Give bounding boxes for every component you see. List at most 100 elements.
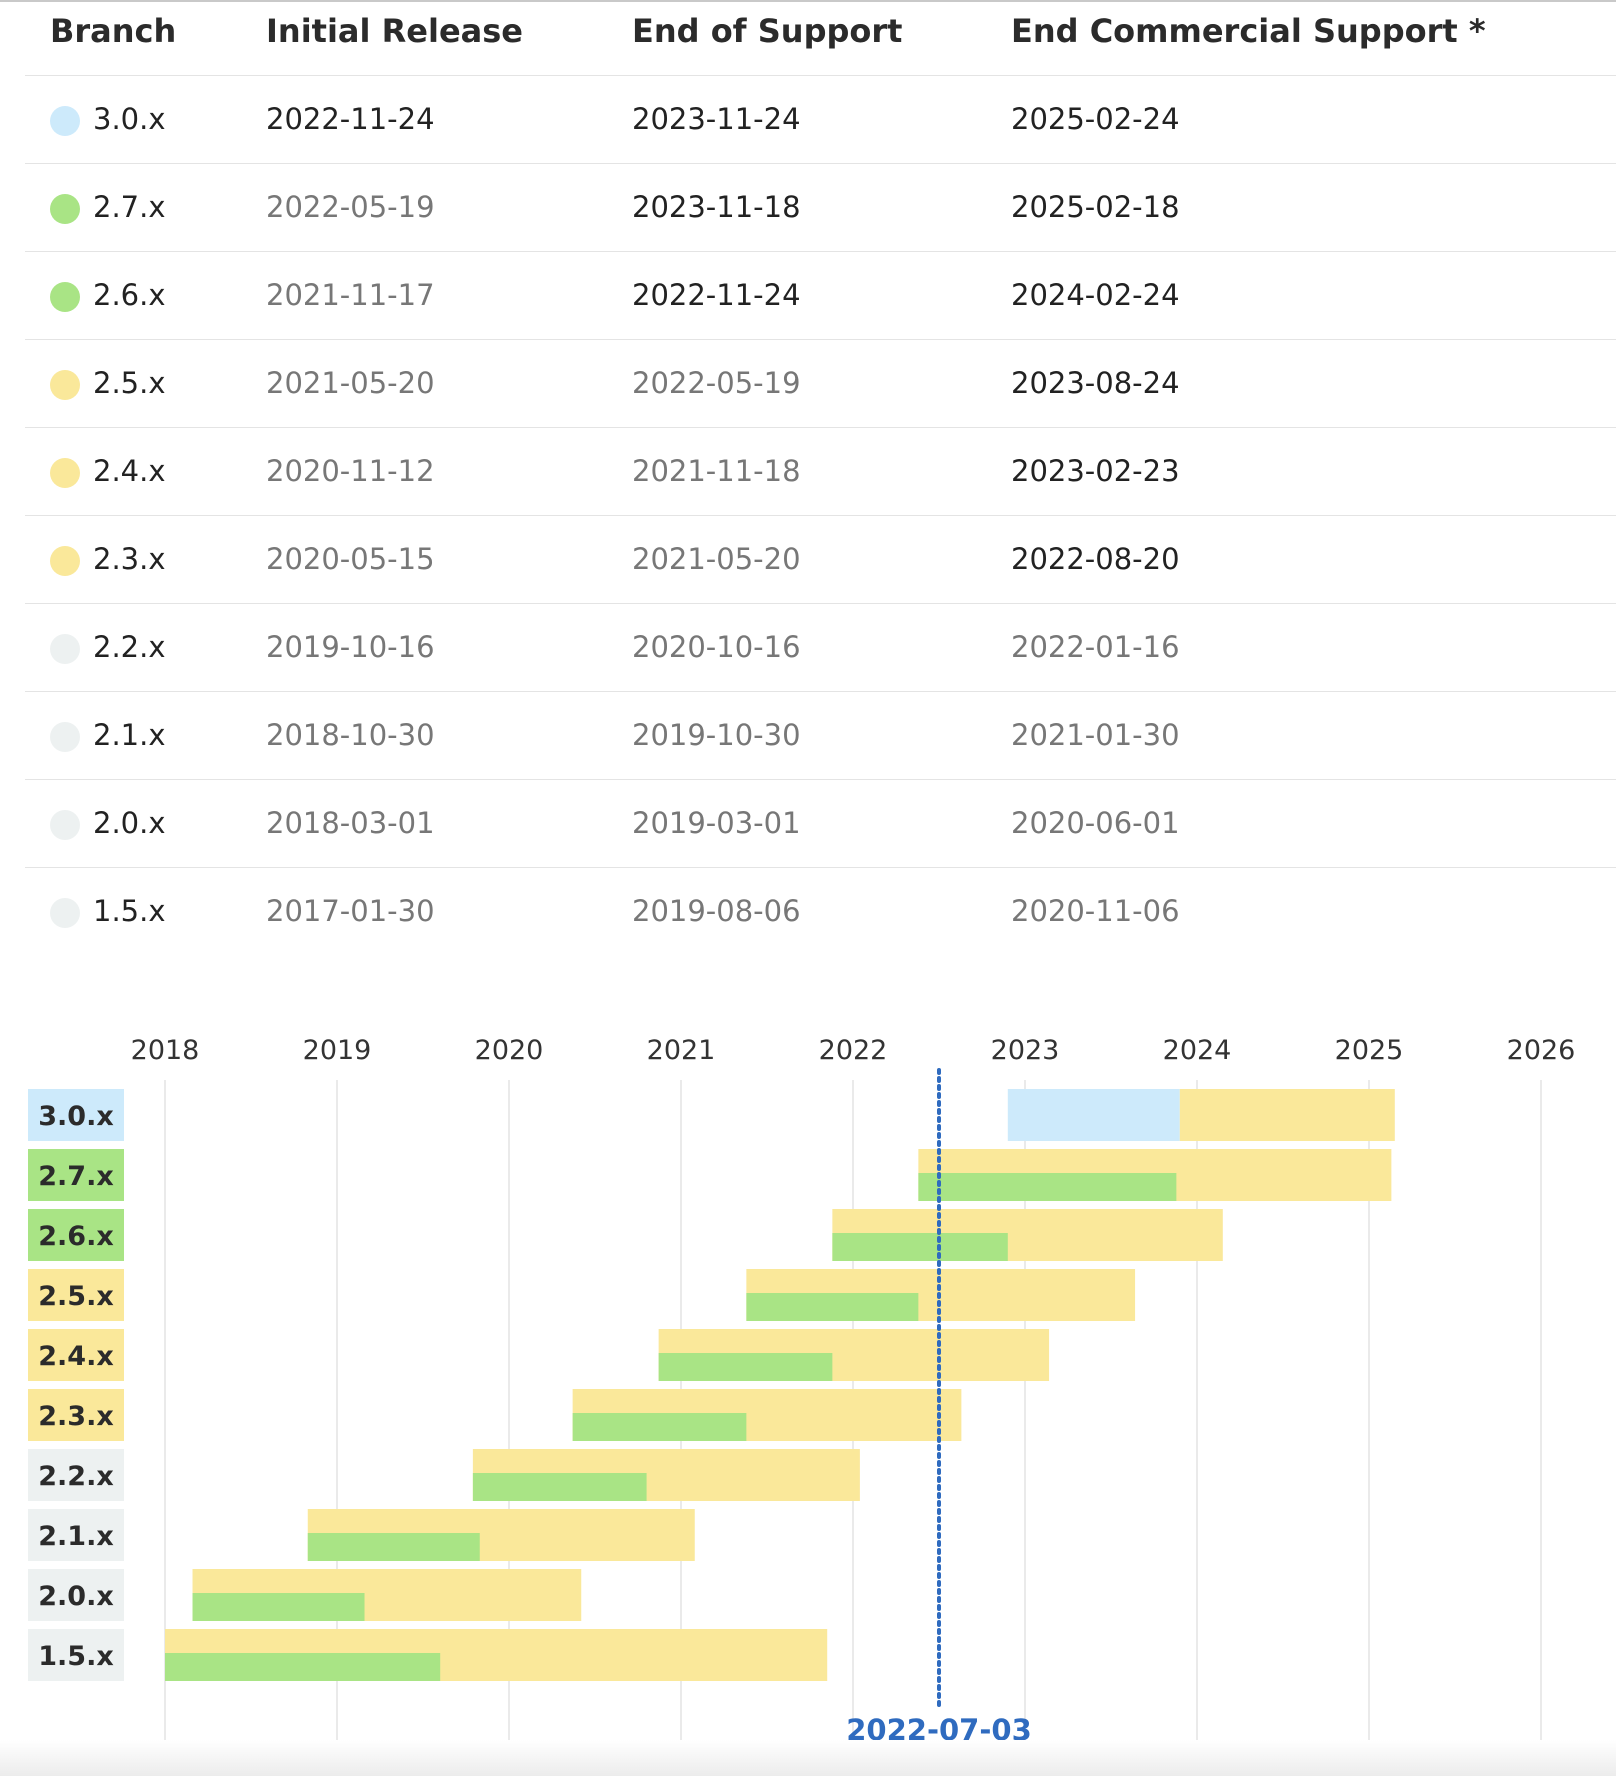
status-dot <box>50 194 80 224</box>
header-initial-release: Initial Release <box>266 12 523 50</box>
end-commercial-support-cell: 2020-11-06 <box>1011 894 1180 928</box>
row-label: 2.6.x <box>38 1221 114 1252</box>
table-row: 1.5.x 2017-01-30 2019-08-06 2020-11-06 <box>25 867 1616 956</box>
axis-tick-label: 2023 <box>991 1035 1060 1066</box>
end-of-support-cell: 2019-10-30 <box>632 718 801 752</box>
end-commercial-support-cell: 2023-08-24 <box>1011 366 1180 400</box>
header-end-commercial-support: End Commercial Support * <box>1011 12 1486 50</box>
axis-tick-label: 2025 <box>1335 1035 1404 1066</box>
end-of-support-cell: 2022-05-19 <box>632 366 801 400</box>
row-label-badge <box>28 1209 124 1261</box>
bar-active-support <box>192 1593 365 1621</box>
end-of-support-cell: 2019-08-06 <box>632 894 801 928</box>
branch-cell: 3.0.x <box>93 102 166 136</box>
row-label: 2.0.x <box>38 1581 114 1612</box>
branch-cell: 1.5.x <box>93 894 166 928</box>
branch-cell: 2.5.x <box>93 366 166 400</box>
row-label-badge <box>28 1449 124 1501</box>
row-label: 2.2.x <box>38 1461 114 1492</box>
status-dot <box>50 458 80 488</box>
branch-cell: 2.2.x <box>93 630 166 664</box>
table-row: 2.4.x 2020-11-12 2021-11-18 2023-02-23 <box>25 427 1616 516</box>
end-commercial-support-cell: 2025-02-24 <box>1011 102 1180 136</box>
initial-release-cell: 2018-03-01 <box>266 806 435 840</box>
branch-cell: 2.7.x <box>93 190 166 224</box>
row-label-badge <box>28 1149 124 1201</box>
top-divider <box>0 0 1616 2</box>
header-branch: Branch <box>50 12 177 50</box>
end-commercial-support-cell: 2020-06-01 <box>1011 806 1180 840</box>
bar-active-support <box>832 1233 1008 1261</box>
bar-active-support <box>472 1473 647 1501</box>
initial-release-cell: 2020-11-12 <box>266 454 435 488</box>
branch-cell: 2.1.x <box>93 718 166 752</box>
bar-active-support <box>746 1293 919 1321</box>
row-label-badge <box>28 1389 124 1441</box>
initial-release-cell: 2018-10-30 <box>266 718 435 752</box>
end-of-support-cell: 2021-11-18 <box>632 454 801 488</box>
initial-release-cell: 2021-05-20 <box>266 366 435 400</box>
initial-release-cell: 2022-11-24 <box>266 102 435 136</box>
row-label: 2.1.x <box>38 1521 114 1552</box>
status-dot <box>50 898 80 928</box>
initial-release-cell: 2017-01-30 <box>266 894 435 928</box>
row-label-badge <box>28 1269 124 1321</box>
bar-active-support <box>165 1653 441 1681</box>
end-commercial-support-cell: 2021-01-30 <box>1011 718 1180 752</box>
table-header: Branch Initial Release End of Support En… <box>0 0 1616 76</box>
status-dot <box>50 634 80 664</box>
row-label: 2.7.x <box>38 1161 114 1192</box>
row-label: 2.4.x <box>38 1341 114 1372</box>
axis-tick-label: 2019 <box>303 1035 372 1066</box>
bar-active-support <box>1007 1089 1180 1141</box>
end-of-support-cell: 2022-11-24 <box>632 278 801 312</box>
row-label-badge <box>28 1509 124 1561</box>
table-row: 2.7.x 2022-05-19 2023-11-18 2025-02-18 <box>25 163 1616 252</box>
initial-release-cell: 2019-10-16 <box>266 630 435 664</box>
bar-commercial-support <box>1179 1089 1395 1141</box>
row-label: 1.5.x <box>38 1641 114 1672</box>
end-of-support-cell: 2023-11-18 <box>632 190 801 224</box>
initial-release-cell: 2021-11-17 <box>266 278 435 312</box>
bottom-fade <box>0 1740 1616 1776</box>
end-of-support-cell: 2019-03-01 <box>632 806 801 840</box>
header-end-of-support: End of Support <box>632 12 903 50</box>
end-commercial-support-cell: 2024-02-24 <box>1011 278 1180 312</box>
release-timeline-chart: 2018 2019 2020 2021 2022 2023 2024 2025 2026 3.0.… <box>28 1035 1576 1760</box>
branch-cell: 2.6.x <box>93 278 166 312</box>
axis-tick-label: 2021 <box>647 1035 716 1066</box>
end-commercial-support-cell: 2022-01-16 <box>1011 630 1180 664</box>
status-dot <box>50 370 80 400</box>
axis-tick-label: 2020 <box>475 1035 544 1066</box>
initial-release-cell: 2020-05-15 <box>266 542 435 576</box>
table-row: 2.0.x 2018-03-01 2019-03-01 2020-06-01 <box>25 779 1616 868</box>
end-of-support-cell: 2021-05-20 <box>632 542 801 576</box>
row-label-badge <box>28 1329 124 1381</box>
table-row: 2.2.x 2019-10-16 2020-10-16 2022-01-16 <box>25 603 1616 692</box>
status-dot <box>50 546 80 576</box>
initial-release-cell: 2022-05-19 <box>266 190 435 224</box>
end-of-support-cell: 2023-11-24 <box>632 102 801 136</box>
end-commercial-support-cell: 2025-02-18 <box>1011 190 1180 224</box>
axis-tick-label: 2018 <box>131 1035 200 1066</box>
row-label-badge <box>28 1629 124 1681</box>
status-dot <box>50 810 80 840</box>
axis-tick-label: 2022 <box>819 1035 888 1066</box>
table-row: 2.6.x 2021-11-17 2022-11-24 2024-02-24 <box>25 251 1616 340</box>
table-row: 2.1.x 2018-10-30 2019-10-30 2021-01-30 <box>25 691 1616 780</box>
end-commercial-support-cell: 2022-08-20 <box>1011 542 1180 576</box>
status-dot <box>50 106 80 136</box>
bar-active-support <box>658 1353 833 1381</box>
bar-active-support <box>572 1413 747 1441</box>
branch-cell: 2.4.x <box>93 454 166 488</box>
row-label: 2.5.x <box>38 1281 114 1312</box>
table-row: 3.0.x 2022-11-24 2023-11-24 2025-02-24 <box>25 75 1616 164</box>
bar-active-support <box>918 1173 1177 1201</box>
axis-tick-label: 2026 <box>1507 1035 1576 1066</box>
branch-cell: 2.0.x <box>93 806 166 840</box>
end-commercial-support-cell: 2023-02-23 <box>1011 454 1180 488</box>
table-row: 2.5.x 2021-05-20 2022-05-19 2023-08-24 <box>25 339 1616 428</box>
axis-tick-label: 2024 <box>1163 1035 1232 1066</box>
status-dot <box>50 282 80 312</box>
row-label-badge <box>28 1569 124 1621</box>
